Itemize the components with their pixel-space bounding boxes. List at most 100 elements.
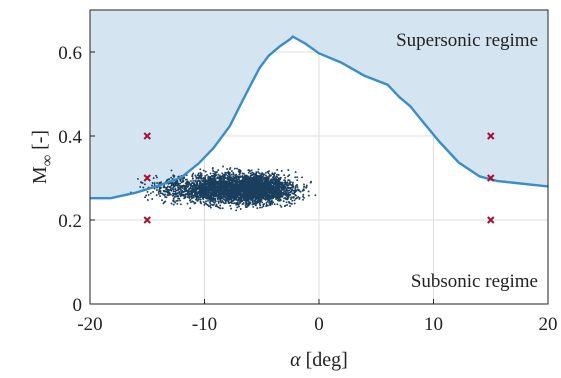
cloud-point bbox=[204, 179, 207, 182]
cloud-point bbox=[215, 203, 218, 206]
cloud-point bbox=[155, 174, 158, 177]
cloud-point bbox=[224, 196, 227, 199]
cloud-point bbox=[176, 182, 179, 184]
cloud-point bbox=[243, 193, 246, 196]
cloud-point bbox=[293, 199, 296, 202]
cloud-point bbox=[284, 190, 287, 193]
cloud-point bbox=[151, 182, 154, 184]
cloud-point bbox=[224, 171, 227, 174]
cloud-point bbox=[280, 170, 283, 172]
cloud-point bbox=[206, 194, 209, 197]
cloud-point bbox=[180, 193, 183, 196]
cloud-point bbox=[236, 206, 239, 209]
cloud-point bbox=[273, 195, 276, 198]
cloud-point bbox=[175, 189, 178, 192]
cloud-point bbox=[276, 189, 279, 192]
cloud-point bbox=[280, 194, 282, 197]
cloud-point bbox=[249, 186, 252, 189]
cloud-point bbox=[187, 182, 190, 185]
cloud-point bbox=[222, 188, 225, 191]
cloud-point bbox=[247, 195, 249, 198]
cloud-point bbox=[230, 193, 233, 196]
cloud-point bbox=[217, 169, 220, 172]
cloud-point bbox=[222, 177, 225, 180]
cloud-point bbox=[281, 187, 284, 190]
cloud-point bbox=[192, 179, 195, 182]
doe-marker-stroke bbox=[487, 216, 495, 224]
cloud-point bbox=[294, 184, 297, 187]
cloud-point bbox=[224, 199, 227, 202]
cloud-point bbox=[213, 176, 216, 179]
cloud-point bbox=[193, 185, 196, 188]
cloud-point bbox=[258, 192, 261, 195]
cloud-point bbox=[248, 176, 251, 179]
cloud-point bbox=[242, 190, 245, 193]
cloud-point bbox=[139, 185, 142, 188]
cloud-point bbox=[267, 172, 270, 175]
cloud-point bbox=[260, 190, 262, 193]
y-tick-label: 0.6 bbox=[58, 43, 82, 64]
cloud-point bbox=[246, 181, 249, 184]
cloud-point bbox=[216, 176, 219, 179]
cloud-point bbox=[179, 203, 182, 206]
cloud-point bbox=[231, 202, 233, 205]
cloud-point bbox=[196, 176, 198, 179]
cloud-point bbox=[192, 188, 195, 191]
cloud-point bbox=[232, 175, 235, 178]
cloud-point bbox=[183, 194, 186, 197]
cloud-point bbox=[301, 176, 304, 179]
cloud-point bbox=[289, 198, 292, 201]
cloud-point bbox=[186, 196, 189, 199]
cloud-point bbox=[172, 203, 175, 206]
cloud-point bbox=[240, 189, 243, 192]
cloud-point bbox=[157, 191, 160, 193]
cloud-point bbox=[192, 191, 195, 193]
cloud-point bbox=[198, 196, 201, 199]
cloud-point bbox=[243, 191, 246, 194]
cloud-point bbox=[282, 193, 285, 196]
cloud-point bbox=[257, 196, 260, 199]
cloud-point bbox=[278, 181, 281, 184]
cloud-point bbox=[225, 197, 228, 200]
cloud-point bbox=[167, 192, 170, 195]
cloud-point bbox=[227, 194, 230, 197]
cloud-point bbox=[191, 182, 193, 184]
cloud-point bbox=[186, 202, 189, 205]
cloud-point bbox=[287, 200, 290, 203]
cloud-point bbox=[250, 169, 253, 172]
cloud-point bbox=[200, 202, 203, 205]
cloud-point bbox=[288, 194, 291, 197]
cloud-point bbox=[264, 182, 267, 185]
cloud-point bbox=[261, 176, 263, 179]
cloud-point bbox=[229, 188, 232, 191]
cloud-point bbox=[262, 174, 265, 177]
cloud-point bbox=[314, 194, 317, 197]
cloud-point bbox=[249, 179, 252, 182]
cloud-point bbox=[283, 179, 286, 182]
cloud-point bbox=[222, 174, 225, 176]
cloud-point bbox=[211, 182, 213, 184]
cloud-point bbox=[292, 196, 295, 198]
cloud-point bbox=[207, 205, 210, 208]
cloud-point bbox=[270, 184, 273, 187]
cloud-point bbox=[225, 193, 228, 196]
cloud-point bbox=[267, 190, 270, 193]
cloud-point bbox=[237, 178, 240, 181]
cloud-point bbox=[274, 181, 276, 184]
cloud-point bbox=[204, 195, 207, 198]
cloud-point bbox=[195, 189, 198, 192]
cloud-point bbox=[228, 174, 231, 177]
cloud-point bbox=[172, 184, 175, 187]
cloud-point bbox=[265, 202, 268, 204]
cloud-point bbox=[217, 202, 220, 204]
cloud-point bbox=[210, 196, 213, 198]
cloud-point bbox=[216, 195, 218, 198]
cloud-point bbox=[191, 177, 194, 180]
cloud-point bbox=[149, 192, 152, 195]
cloud-point bbox=[262, 205, 265, 208]
cloud-point bbox=[266, 195, 269, 198]
cloud-point bbox=[270, 188, 273, 191]
cloud-point bbox=[294, 171, 297, 174]
cloud-point bbox=[236, 182, 239, 185]
cloud-point bbox=[155, 194, 158, 197]
